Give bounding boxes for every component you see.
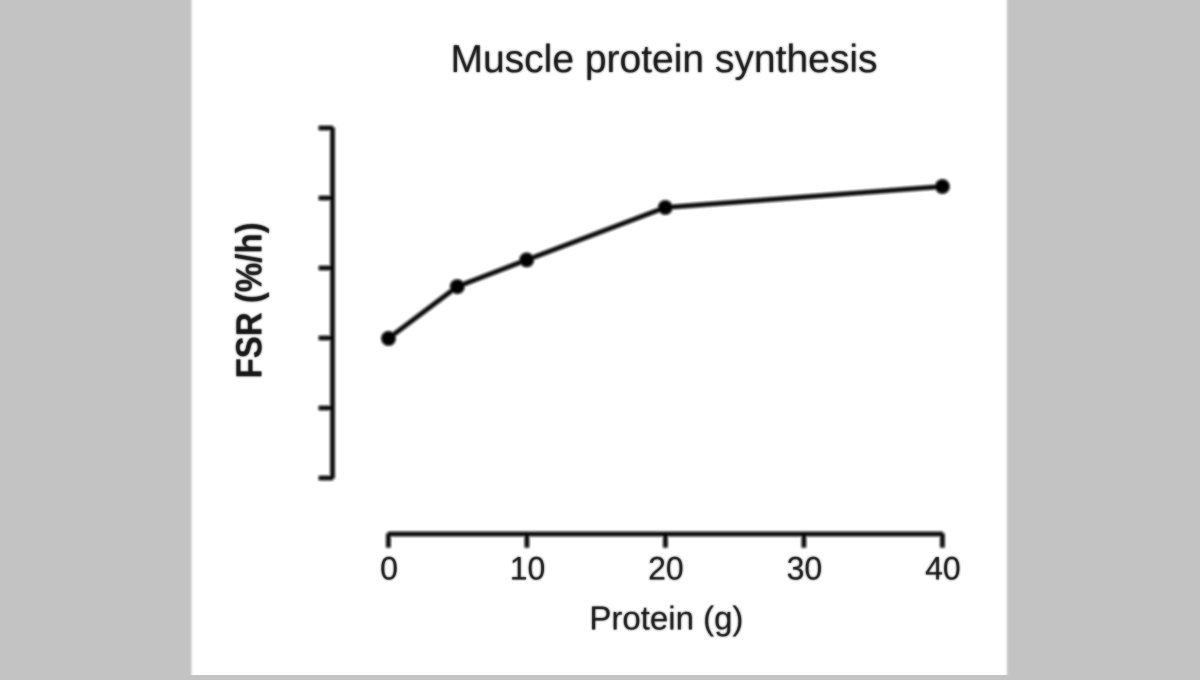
svg-text:0: 0: [380, 551, 398, 587]
svg-text:10: 10: [510, 551, 546, 587]
svg-text:Protein (g): Protein (g): [589, 599, 743, 636]
svg-text:Muscle protein synthesis: Muscle protein synthesis: [450, 38, 877, 81]
svg-text:40: 40: [925, 551, 961, 587]
svg-text:20: 20: [648, 551, 684, 587]
svg-text:FSR (%/h): FSR (%/h): [228, 222, 269, 378]
svg-text:30: 30: [787, 551, 823, 587]
